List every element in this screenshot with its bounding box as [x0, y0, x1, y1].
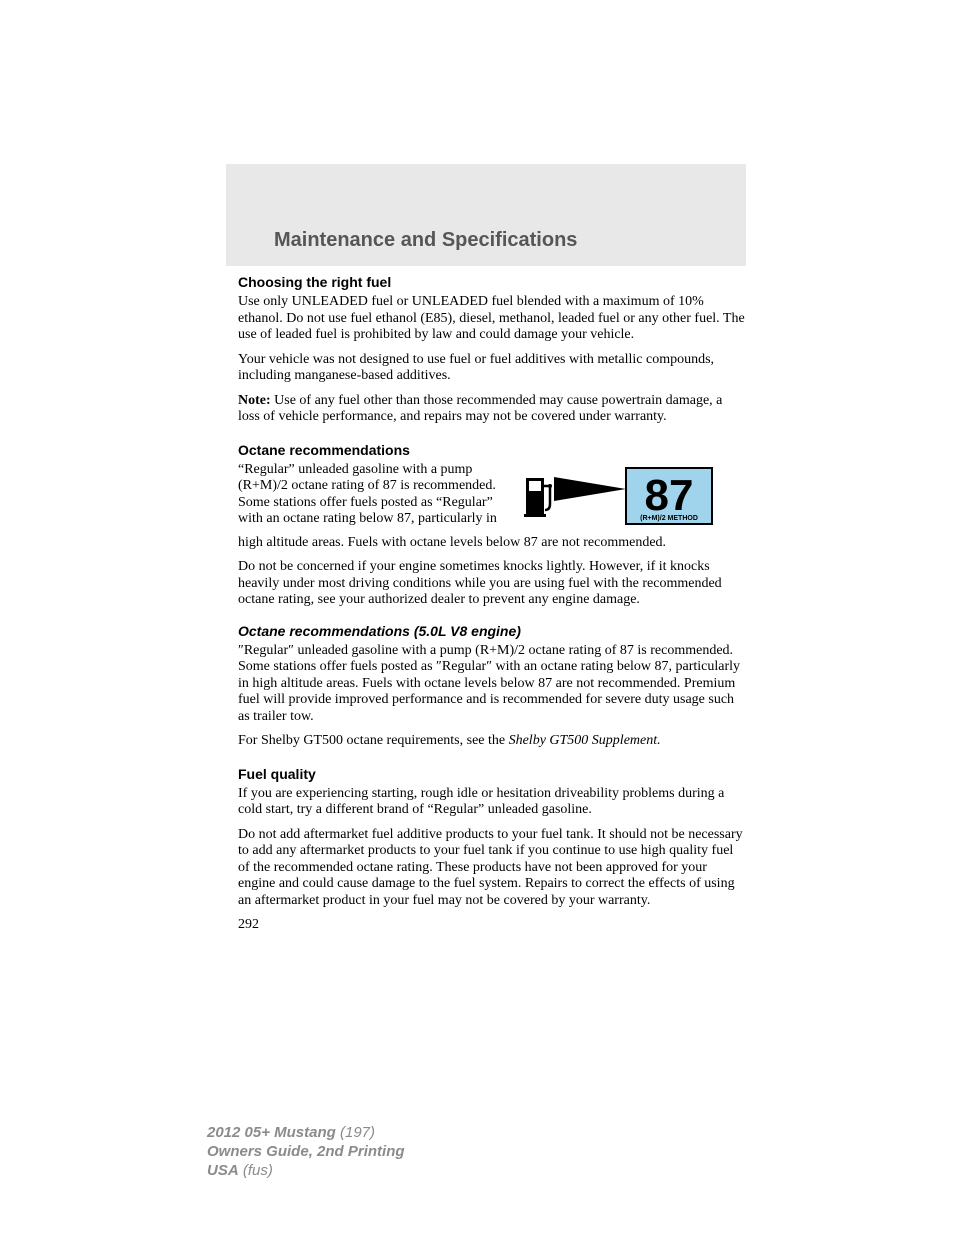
heading-choosing-fuel: Choosing the right fuel [238, 274, 746, 290]
footer-guide: Owners Guide, 2nd Printing [207, 1143, 405, 1160]
fuel-pump-icon [524, 478, 552, 517]
page-content: Choosing the right fuel Use only UNLEADE… [238, 274, 746, 933]
octane-graphic: 87 (R+M)/2 METHOD [518, 462, 718, 535]
chapter-title: Maintenance and Specifications [274, 229, 577, 252]
para: Use only UNLEADED fuel or UNLEADED fuel … [238, 294, 746, 344]
octane-row: “Regular” unleaded gasoline with a pump … [238, 462, 746, 535]
text: For Shelby GT500 octane requirements, se… [238, 733, 509, 748]
para: Do not be concerned if your engine somet… [238, 559, 746, 609]
octane-caption: (R+M)/2 METHOD [640, 515, 698, 522]
note-text: Use of any fuel other than those recomme… [238, 393, 722, 425]
note-label: Note: [238, 393, 271, 408]
header-band: Maintenance and Specifications [226, 164, 746, 266]
footer-region-code: (fus) [239, 1162, 273, 1179]
footer-model: 2012 05+ Mustang [207, 1124, 336, 1141]
para: Your vehicle was not designed to use fue… [238, 352, 746, 385]
footer: 2012 05+ Mustang (197) Owners Guide, 2nd… [207, 1124, 405, 1180]
footer-region: USA [207, 1162, 239, 1179]
footer-code: (197) [336, 1124, 375, 1141]
reference-title: Shelby GT500 Supplement. [509, 733, 661, 748]
para: ″Regular″ unleaded gasoline with a pump … [238, 643, 746, 726]
para: Do not add aftermarket fuel additive pro… [238, 827, 746, 910]
para: high altitude areas. Fuels with octane l… [238, 535, 746, 552]
heading-octane-v8: Octane recommendations (5.0L V8 engine) [238, 623, 746, 639]
octane-value: 87 [645, 471, 694, 520]
para: Note: Use of any fuel other than those r… [238, 393, 746, 426]
heading-octane: Octane recommendations [238, 442, 746, 458]
para: “Regular” unleaded gasoline with a pump … [238, 462, 500, 528]
page-number: 292 [238, 917, 746, 933]
heading-fuel-quality: Fuel quality [238, 766, 746, 782]
pointer-icon [554, 477, 626, 501]
para: For Shelby GT500 octane requirements, se… [238, 733, 746, 750]
para: If you are experiencing starting, rough … [238, 786, 746, 819]
